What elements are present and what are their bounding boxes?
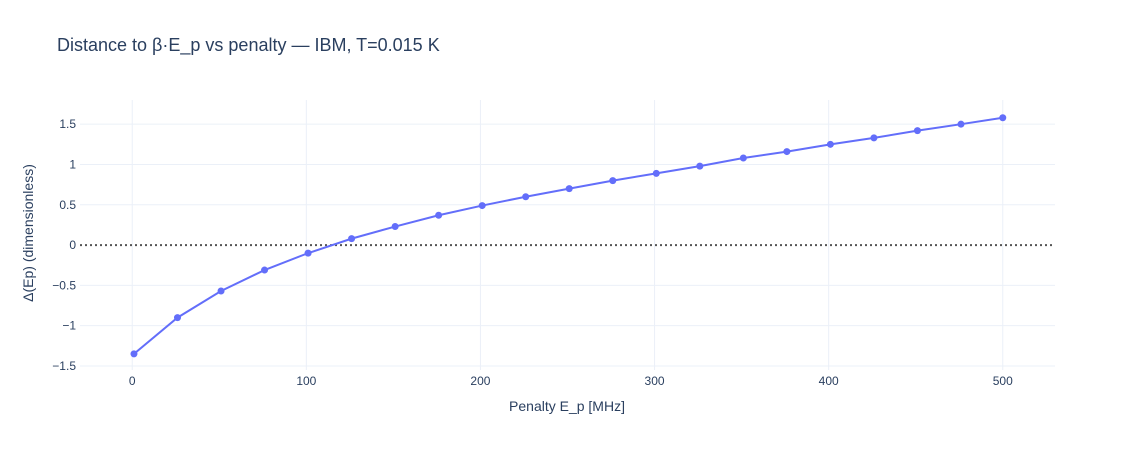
series-layer	[130, 114, 1007, 358]
x-tick-label: 200	[470, 374, 490, 388]
x-tick-label: 300	[645, 374, 665, 388]
y-tick-label: −1	[62, 319, 76, 333]
data-point	[522, 193, 530, 201]
y-tick-label: 1	[69, 157, 76, 171]
data-point	[696, 162, 704, 170]
data-point	[478, 202, 486, 210]
data-point	[304, 249, 312, 257]
data-point	[130, 350, 138, 358]
data-point	[391, 223, 399, 231]
chart-title: Distance to β·E_p vs penalty — IBM, T=0.…	[57, 35, 440, 56]
data-point	[957, 120, 965, 128]
x-tick-label: 500	[993, 374, 1013, 388]
data-point	[870, 134, 878, 142]
data-point	[261, 266, 269, 274]
data-point	[435, 211, 443, 219]
data-point	[913, 127, 921, 135]
grid	[80, 100, 1055, 370]
tick-labels: 0 100 200 300 400 500 −1.5 −1 −0.5 0 0.5 1 1.5	[52, 117, 1013, 388]
data-point	[652, 169, 660, 177]
data-point	[217, 287, 225, 295]
data-point	[739, 154, 747, 162]
data-point	[565, 185, 573, 193]
data-point	[348, 235, 356, 243]
data-point	[174, 314, 181, 322]
data-point	[783, 148, 791, 156]
x-tick-label: 100	[296, 374, 316, 388]
y-tick-label: −0.5	[52, 278, 76, 292]
y-tick-label: 0.5	[59, 198, 76, 212]
series-line	[133, 116, 1003, 355]
x-axis-title: Penalty E_p [MHz]	[509, 398, 625, 414]
y-tick-label: −1.5	[52, 359, 76, 373]
y-tick-label: 0	[69, 238, 76, 252]
y-axis-title: Δ(Ep) (dimensionless)	[20, 164, 36, 302]
x-tick-label: 0	[129, 374, 136, 388]
data-point	[826, 140, 834, 148]
x-tick-label: 400	[819, 374, 839, 388]
y-tick-label: 1.5	[59, 117, 76, 131]
data-point	[609, 177, 617, 185]
data-point	[999, 114, 1007, 122]
